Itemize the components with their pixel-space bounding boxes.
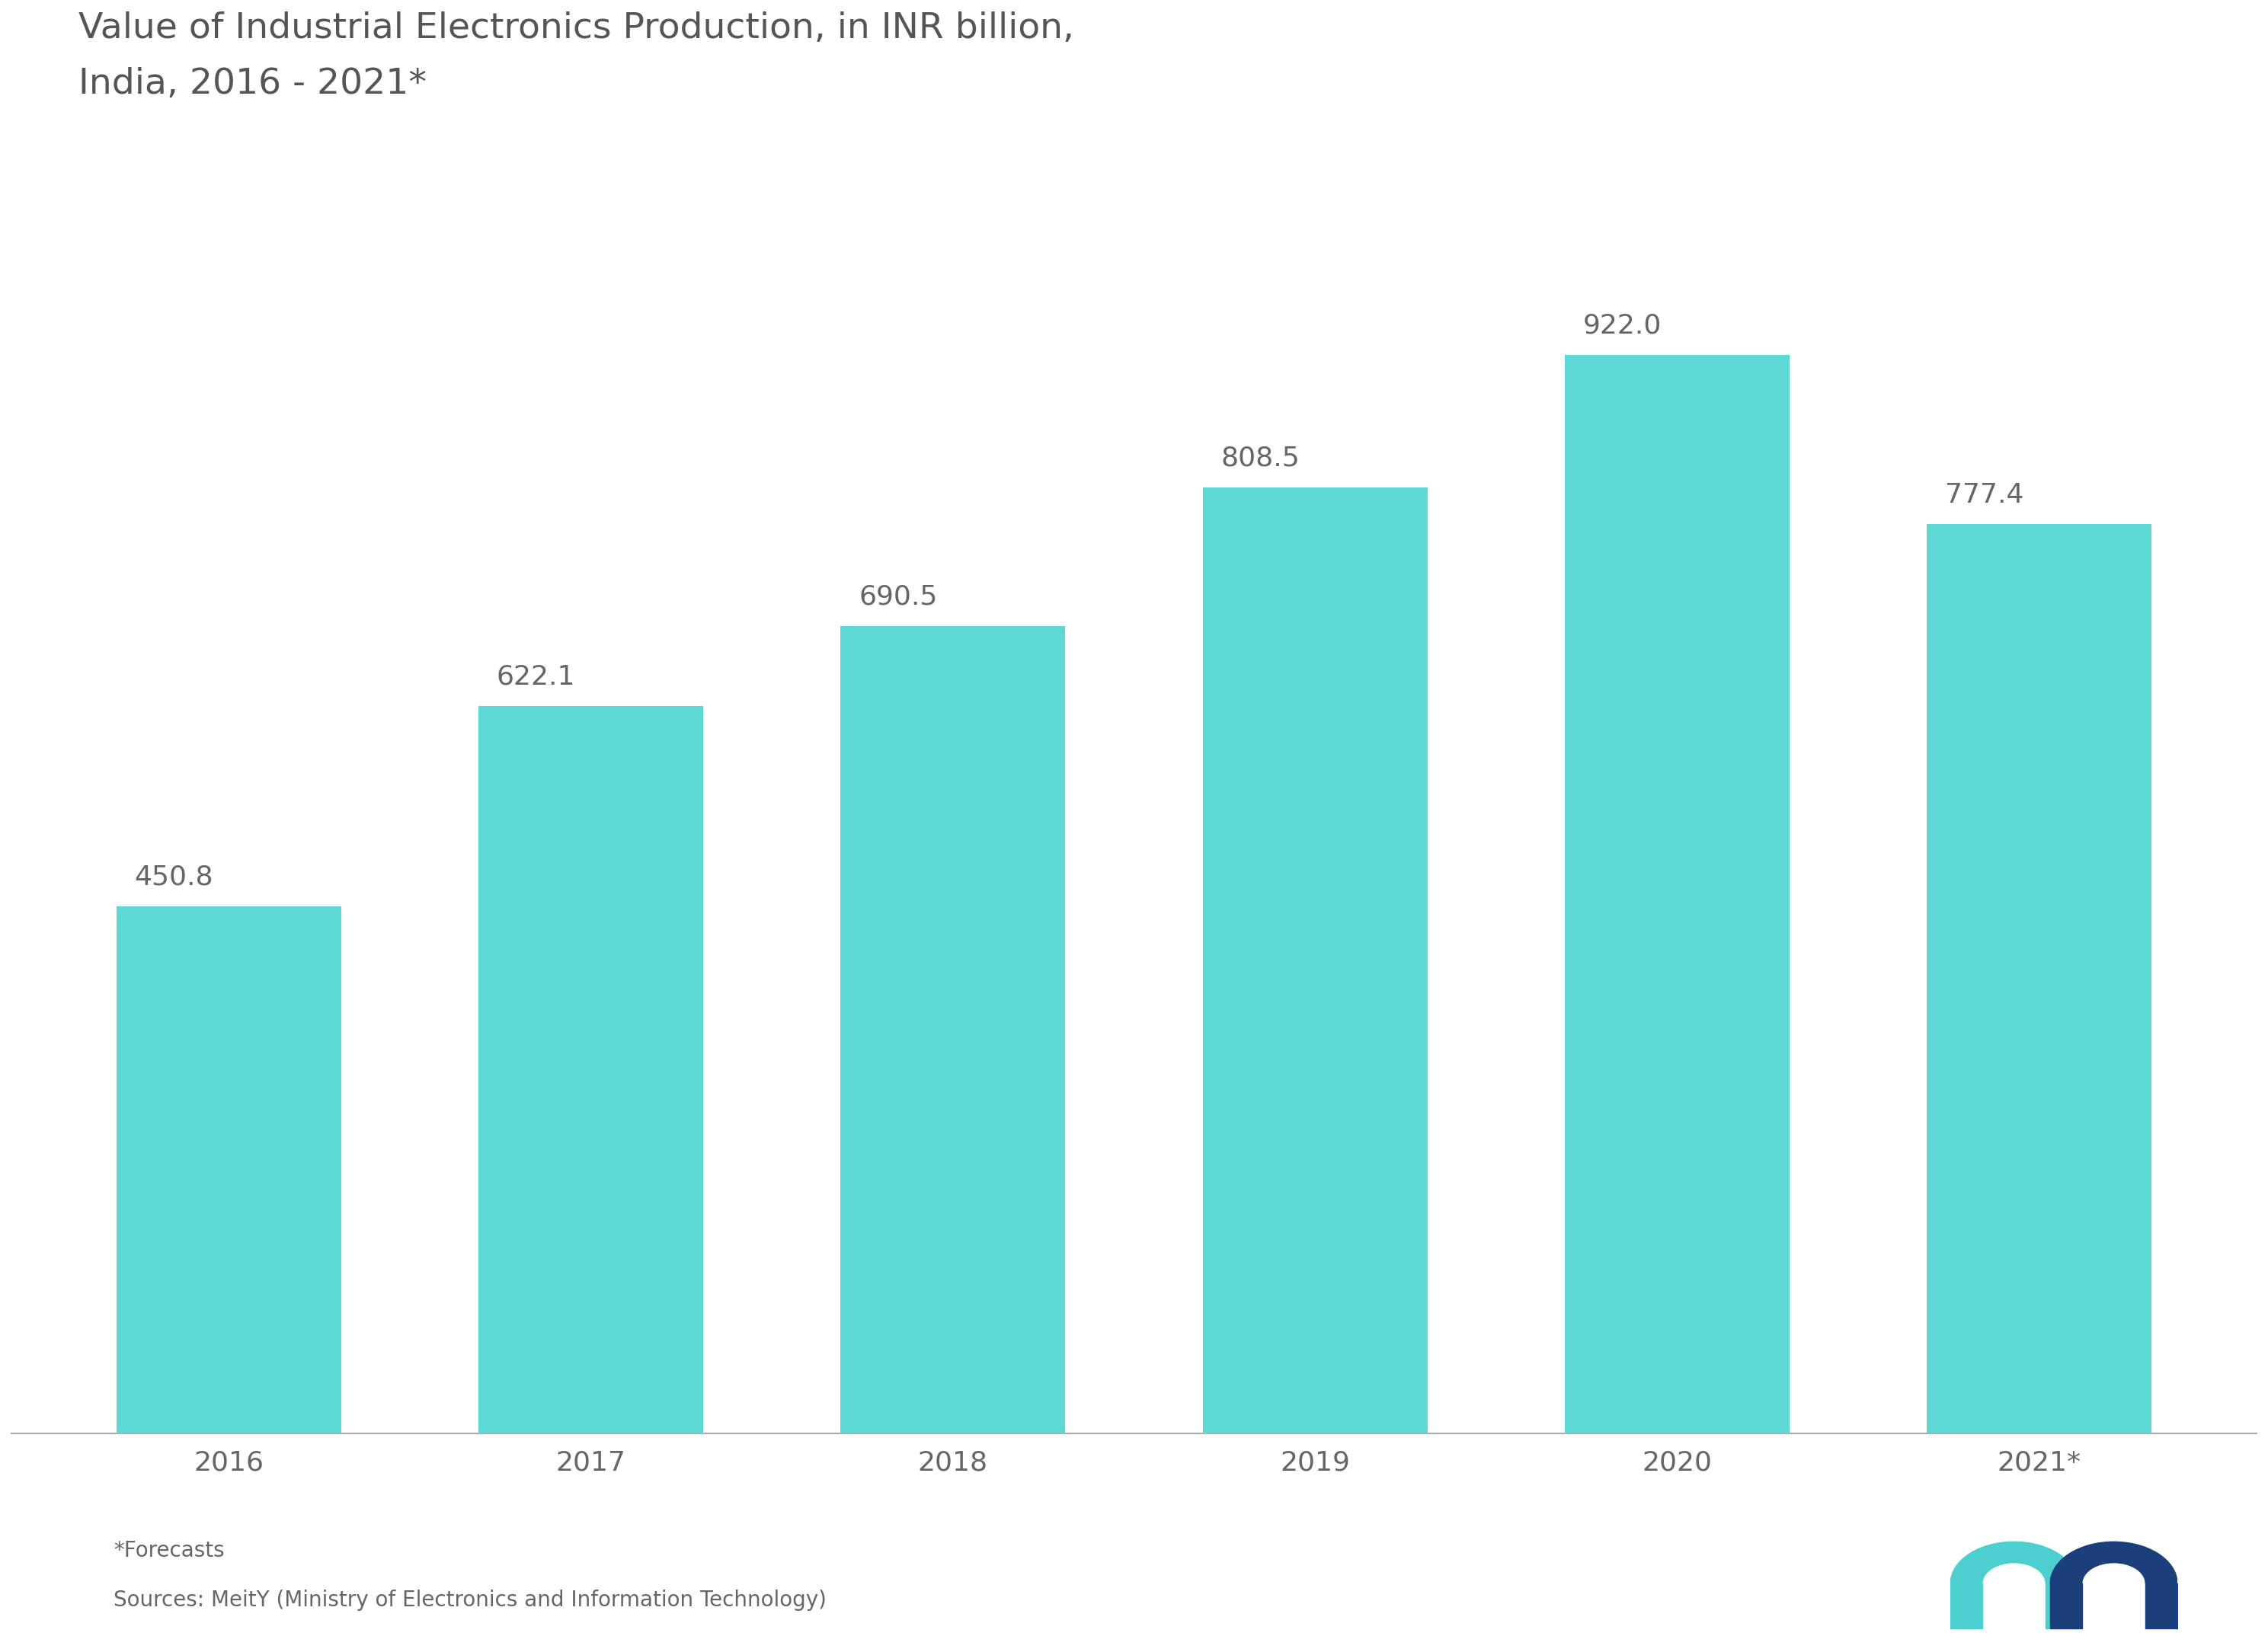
Text: Sources: MeitY (Ministry of Electronics and Information Technology): Sources: MeitY (Ministry of Electronics … xyxy=(113,1589,826,1611)
Text: 450.8: 450.8 xyxy=(134,864,213,890)
Text: 922.0: 922.0 xyxy=(1583,312,1662,339)
Text: 808.5: 808.5 xyxy=(1220,446,1300,471)
Bar xyxy=(479,705,703,1434)
Text: 777.4: 777.4 xyxy=(1946,482,2023,507)
Text: *Forecasts: *Forecasts xyxy=(113,1540,225,1561)
Text: 622.1: 622.1 xyxy=(497,664,576,689)
Text: Value of Industrial Electronics Production, in INR billion,
India, 2016 - 2021*: Value of Industrial Electronics Producti… xyxy=(79,12,1075,101)
Text: 690.5: 690.5 xyxy=(860,583,937,610)
Bar xyxy=(1565,355,1789,1434)
Bar xyxy=(1928,524,2152,1434)
Bar xyxy=(841,626,1066,1434)
Bar xyxy=(116,907,340,1434)
Bar xyxy=(1202,487,1427,1434)
Polygon shape xyxy=(2050,1541,2177,1583)
Polygon shape xyxy=(1950,1541,2077,1583)
